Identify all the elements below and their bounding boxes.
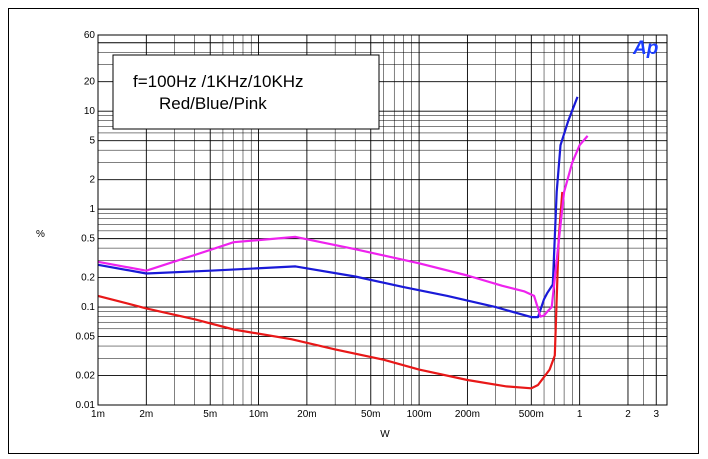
x-tick-label: 100m — [407, 409, 432, 420]
y-tick-label: 5 — [89, 136, 95, 147]
y-tick-label: 20 — [84, 77, 96, 88]
y-tick-label: 10 — [84, 106, 96, 117]
x-tick-label: 50m — [361, 409, 380, 420]
y-axis-label: % — [36, 229, 45, 240]
chart-svg: 1m 2m 5m 10m 20m 50m 100m 200m 500m 1 2 3 0.01 0.02 0.… — [36, 30, 668, 440]
ap-logo: Ap — [632, 38, 658, 59]
series-line-3 — [97, 135, 589, 318]
y-tick-label: 0.01 — [76, 400, 96, 411]
x-axis-label: W — [380, 429, 390, 440]
plot-border — [97, 34, 668, 406]
x-tick-label: 2m — [139, 409, 153, 420]
chart-frame: 1m 2m 5m 10m 20m 50m 100m 200m 500m 1 2 3 0.01 0.02 0.… — [8, 8, 699, 454]
x-tick-label: 20m — [297, 409, 316, 420]
y-tick-label: 60 — [84, 30, 96, 41]
y-tick-label: 0.5 — [81, 234, 95, 245]
tick-labels: 1m 2m 5m 10m 20m 50m 100m 200m 500m 1 2 3 0.01 0.02 0.… — [76, 30, 660, 420]
series-line-1 — [97, 191, 564, 390]
x-tick-label: 3 — [653, 409, 659, 420]
y-tick-label: 0.2 — [81, 273, 95, 284]
x-tick-label: 1m — [91, 409, 105, 420]
x-tick-label: 2 — [625, 409, 631, 420]
x-tick-label: 500m — [519, 409, 544, 420]
y-tick-label: 1 — [89, 204, 95, 215]
y-tick-label: 0.02 — [76, 371, 96, 382]
x-tick-label: 1 — [577, 409, 583, 420]
legend-box — [112, 54, 380, 130]
x-tick-label: 10m — [249, 409, 268, 420]
x-tick-label: 200m — [455, 409, 480, 420]
x-tick-label: 5m — [203, 409, 217, 420]
series-group — [97, 96, 589, 390]
y-tick-label: 2 — [89, 175, 95, 186]
legend-line-1: f=100Hz /1KHz/10KHz — [133, 72, 304, 91]
y-tick-label: 0.1 — [81, 302, 95, 313]
series-line-2 — [97, 96, 579, 319]
y-tick-label: 0.05 — [76, 332, 96, 343]
legend-line-2: Red/Blue/Pink — [159, 94, 267, 113]
legend: f=100Hz /1KHz/10KHz Red/Blue/Pink — [112, 54, 380, 130]
